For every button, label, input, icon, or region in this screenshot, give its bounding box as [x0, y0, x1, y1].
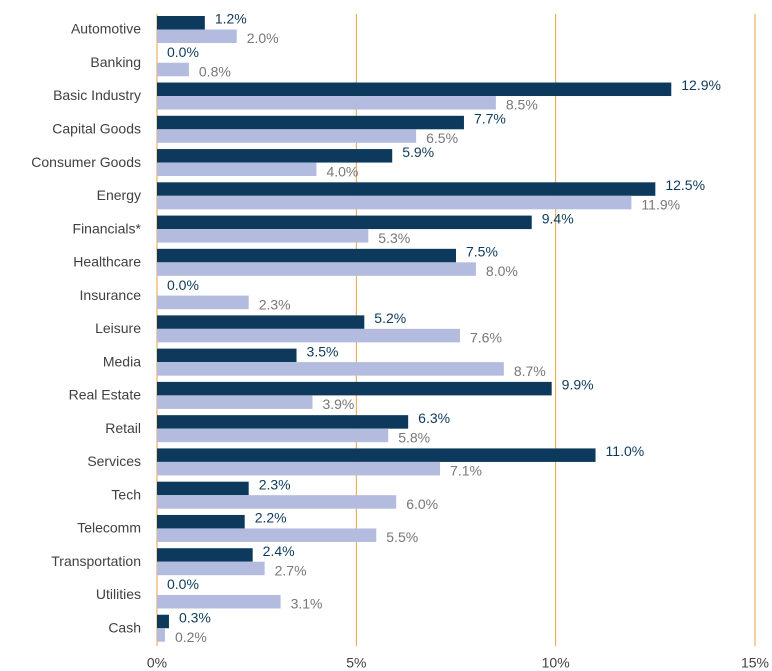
bar: [157, 182, 656, 196]
value-label: 7.1%: [450, 463, 482, 479]
bar: [157, 495, 397, 509]
value-label: 0.0%: [167, 576, 199, 592]
bar: [157, 129, 417, 143]
bar: [157, 428, 389, 443]
bar: [157, 115, 464, 130]
bar: [157, 528, 377, 542]
y-tick-label: Tech: [111, 486, 141, 502]
y-tick-label: Financials*: [73, 220, 142, 236]
value-label: 6.3%: [418, 410, 450, 426]
value-label: 0.0%: [167, 277, 199, 293]
value-label: 2.2%: [255, 510, 287, 526]
y-tick-label: Utilities: [96, 586, 141, 602]
y-tick-label: Capital Goods: [52, 120, 141, 136]
bar: [157, 29, 237, 43]
value-label: 2.3%: [259, 296, 291, 312]
bar: [157, 415, 409, 429]
y-tick-label: Services: [87, 453, 141, 469]
bar: [157, 149, 393, 163]
y-tick-label: Media: [103, 353, 141, 369]
value-label: 2.7%: [275, 562, 307, 578]
value-label: 5.9%: [402, 144, 434, 160]
value-label: 7.6%: [470, 330, 502, 346]
y-tick-label: Telecomm: [77, 520, 141, 536]
y-tick-label: Cash: [108, 619, 141, 635]
bar: [157, 381, 552, 396]
bar: [157, 481, 249, 496]
y-tick-label: Leisure: [95, 320, 141, 336]
x-tick-label: 10%: [542, 655, 570, 671]
bar: [157, 162, 317, 177]
value-label: 11.0%: [606, 443, 645, 459]
value-label: 12.9%: [681, 77, 721, 93]
value-label: 5.2%: [374, 310, 406, 326]
bar: [157, 96, 496, 110]
value-label: 4.0%: [326, 163, 358, 179]
y-tick-label: Real Estate: [69, 387, 142, 403]
y-tick-label: Retail: [105, 420, 141, 436]
value-label: 9.9%: [562, 377, 594, 393]
bar: [157, 348, 297, 363]
value-label: 0.2%: [175, 629, 207, 645]
bar: [157, 229, 369, 243]
bar: [157, 561, 265, 576]
bar: [157, 514, 245, 529]
value-label: 11.9%: [641, 197, 680, 213]
y-tick-label: Insurance: [80, 287, 142, 303]
x-tick-label: 0%: [147, 655, 167, 671]
bar: [157, 248, 456, 263]
value-label: 5.8%: [398, 429, 430, 445]
value-label: 2.3%: [259, 476, 291, 492]
value-label: 0.0%: [167, 44, 199, 60]
value-label: 6.0%: [406, 496, 438, 512]
bar: [157, 548, 253, 562]
value-label: 5.5%: [386, 529, 418, 545]
value-label: 3.5%: [307, 343, 339, 359]
value-label: 1.2%: [215, 11, 247, 27]
value-label: 3.9%: [322, 396, 354, 412]
x-tick-label: 5%: [346, 655, 366, 671]
value-label: 2.4%: [263, 543, 295, 559]
bar: [157, 448, 596, 462]
bar: [157, 16, 205, 30]
value-label: 6.5%: [426, 130, 458, 146]
y-tick-label: Banking: [90, 54, 141, 70]
bar: [157, 262, 476, 276]
value-label: 8.0%: [486, 263, 518, 279]
value-label: 2.0%: [247, 30, 279, 46]
y-tick-label: Healthcare: [73, 254, 141, 270]
y-tick-label: Energy: [97, 187, 141, 203]
bar: [157, 82, 672, 97]
y-tick-label: Basic Industry: [53, 87, 141, 103]
y-tick-label: Consumer Goods: [31, 154, 141, 170]
y-tick-label: Automotive: [71, 21, 141, 37]
bar: [157, 628, 165, 642]
bar: [157, 362, 504, 376]
bar: [157, 328, 460, 343]
value-label: 8.5%: [506, 97, 538, 113]
value-label: 7.7%: [474, 110, 506, 126]
value-label: 0.3%: [179, 609, 211, 625]
x-tick-label: 15%: [741, 655, 769, 671]
value-label: 9.4%: [542, 210, 574, 226]
value-label: 0.8%: [199, 63, 231, 79]
value-label: 5.3%: [378, 230, 410, 246]
bar: [157, 295, 249, 310]
bar: [157, 594, 281, 609]
bar: [157, 614, 169, 629]
value-label: 12.5%: [665, 177, 705, 193]
value-label: 7.5%: [466, 244, 498, 260]
bar: [157, 315, 365, 329]
bar: [157, 395, 313, 409]
bar: [157, 62, 189, 77]
bar: [157, 461, 441, 476]
bar: [157, 215, 532, 230]
value-label: 3.1%: [291, 596, 323, 612]
value-label: 8.7%: [514, 363, 546, 379]
bar: [157, 195, 632, 210]
y-tick-label: Transportation: [51, 553, 141, 569]
